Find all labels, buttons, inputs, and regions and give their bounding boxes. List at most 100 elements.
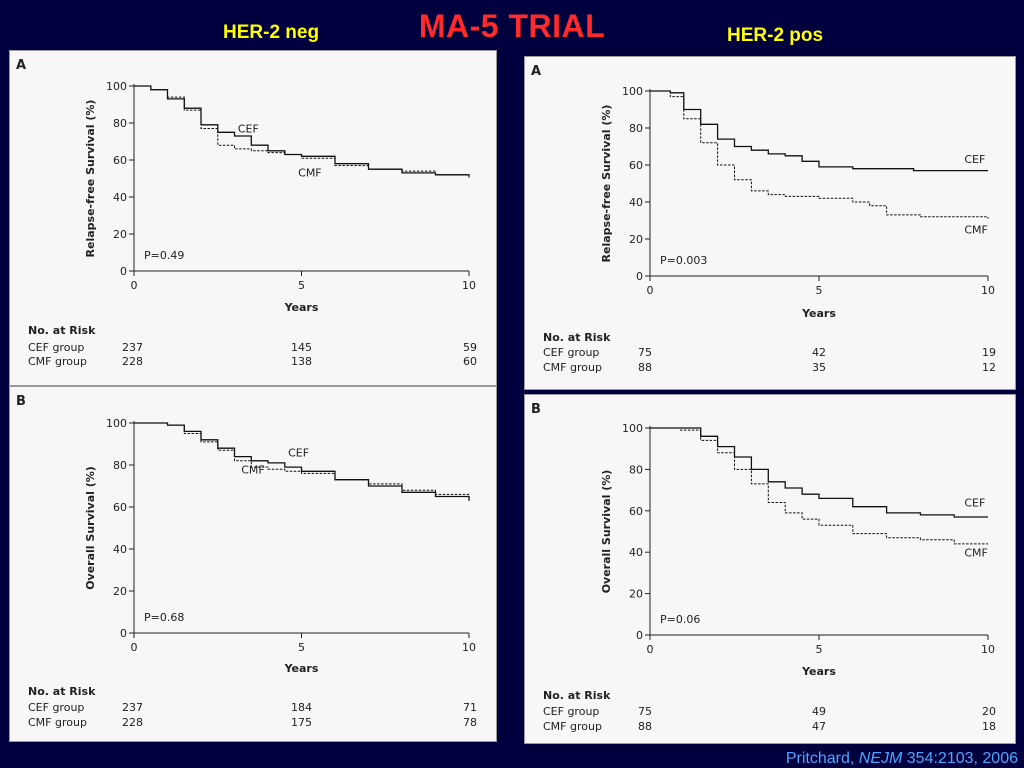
- p-value: P=0.06: [660, 613, 700, 626]
- risk-table-row-label: CEF group: [28, 341, 84, 354]
- panel-letter: A: [16, 58, 26, 73]
- curve-label-cef: CEF: [288, 447, 309, 460]
- citation-ref: 354:2103, 2006: [906, 750, 1018, 767]
- risk-table-row-label: CEF group: [543, 705, 599, 718]
- x-tick-label: 0: [647, 284, 654, 297]
- risk-table-value: 78: [463, 716, 477, 729]
- panel-letter: B: [531, 402, 541, 417]
- x-tick-label: 10: [462, 279, 476, 292]
- risk-table-row-label: CEF group: [543, 346, 599, 359]
- risk-table-value: 88: [638, 361, 652, 374]
- series-line-cef: [134, 85, 470, 177]
- y-tick-label: 80: [113, 459, 127, 472]
- series-line-cef: [650, 427, 988, 518]
- y-tick-label: 100: [622, 422, 643, 435]
- risk-table-value: 18: [982, 720, 996, 733]
- risk-table-value: 88: [638, 720, 652, 733]
- x-axis-title: Years: [801, 665, 836, 678]
- curve-label-cef: CEF: [964, 153, 985, 166]
- x-tick-label: 0: [131, 279, 138, 292]
- risk-table-row-label: CMF group: [543, 361, 602, 374]
- x-tick-label: 10: [462, 641, 476, 654]
- curve-label-cmf: CMF: [964, 546, 988, 559]
- x-axis-title: Years: [284, 662, 319, 675]
- risk-table-heading: No. at Risk: [28, 324, 96, 337]
- x-tick-label: 10: [981, 643, 995, 656]
- risk-table-value: 47: [812, 720, 826, 733]
- y-tick-label: 100: [106, 417, 127, 430]
- citation-journal: NEJM: [858, 750, 903, 767]
- curve-label-cmf: CMF: [964, 223, 988, 236]
- risk-table-value: 19: [982, 346, 996, 359]
- x-tick-label: 5: [816, 643, 823, 656]
- y-tick-label: 100: [106, 80, 127, 93]
- risk-table-value: 71: [463, 701, 477, 714]
- risk-table-heading: No. at Risk: [543, 331, 611, 344]
- risk-table-value: 60: [463, 355, 477, 368]
- y-tick-label: 60: [113, 501, 127, 514]
- her2-neg-label: HER-2 neg: [223, 22, 320, 43]
- series-line-cmf: [650, 427, 988, 545]
- risk-table-value: 145: [291, 341, 312, 354]
- risk-table-value: 184: [291, 701, 312, 714]
- risk-table-value: 75: [638, 346, 652, 359]
- y-tick-label: 20: [113, 228, 127, 241]
- y-tick-label: 20: [113, 585, 127, 598]
- risk-table-value: 75: [638, 705, 652, 718]
- p-value: P=0.68: [144, 611, 184, 624]
- risk-table-value: 175: [291, 716, 312, 729]
- y-tick-label: 80: [629, 463, 643, 476]
- y-tick-label: 40: [113, 543, 127, 556]
- panel-her2-neg-overall: B 0 20 40 60 80 100 0 5 10 Overall Survival (%) Yea…: [9, 386, 497, 742]
- y-axis-title: Relapse-free Survival (%): [84, 100, 97, 258]
- y-tick-label: 40: [629, 196, 643, 209]
- y-tick-label: 80: [629, 122, 643, 135]
- x-tick-label: 0: [647, 643, 654, 656]
- y-tick-label: 0: [120, 627, 127, 640]
- slide-title: MA-5 TRIAL: [418, 8, 606, 44]
- risk-table-value: 12: [982, 361, 996, 374]
- x-tick-label: 0: [131, 641, 138, 654]
- y-axis-title: Relapse-free Survival (%): [600, 105, 613, 263]
- risk-table-value: 138: [291, 355, 312, 368]
- risk-table-value: 59: [463, 341, 477, 354]
- x-tick-label: 5: [298, 641, 305, 654]
- x-tick-label: 10: [981, 284, 995, 297]
- risk-table-value: 228: [122, 355, 143, 368]
- y-tick-label: 0: [636, 629, 643, 642]
- series-line-cmf: [650, 90, 989, 219]
- curve-label-cef: CEF: [964, 497, 985, 510]
- curve-label-cef: CEF: [238, 122, 259, 135]
- y-tick-label: 20: [629, 588, 643, 601]
- y-tick-label: 60: [113, 154, 127, 167]
- y-tick-label: 60: [629, 159, 643, 172]
- chart-her2-neg-relapse: A 0 20 40 60 80 100 0 5 10 Relapse-free Survival (…: [16, 58, 477, 368]
- risk-table-value: 35: [812, 361, 826, 374]
- x-axis-title: Years: [801, 307, 836, 320]
- panel-letter: A: [531, 64, 541, 79]
- series-line-cmf: [134, 85, 470, 179]
- p-value: P=0.49: [144, 249, 184, 262]
- series-line-cef: [134, 422, 470, 501]
- y-axis-title: Overall Survival (%): [84, 466, 97, 590]
- y-tick-label: 0: [120, 265, 127, 278]
- curve-label-cmf: CMF: [241, 463, 265, 476]
- x-tick-label: 5: [816, 284, 823, 297]
- y-tick-label: 20: [629, 233, 643, 246]
- y-tick-label: 100: [622, 85, 643, 98]
- curve-label-cmf: CMF: [298, 167, 322, 180]
- y-axis-title: Overall Survival (%): [600, 470, 613, 594]
- series-line-cmf: [134, 422, 470, 497]
- risk-table-row-label: CMF group: [28, 716, 87, 729]
- y-tick-label: 80: [113, 117, 127, 130]
- risk-table-value: 237: [122, 701, 143, 714]
- panel-her2-pos-overall: B 0 20 40 60 80 100 0 5 10 Overall Survival (%) Yea…: [524, 394, 1016, 744]
- risk-table-row-label: CMF group: [543, 720, 602, 733]
- citation-authors: Pritchard,: [785, 750, 855, 767]
- y-tick-label: 40: [629, 546, 643, 559]
- chart-her2-pos-overall: B 0 20 40 60 80 100 0 5 10 Overall Survival (%) Yea…: [531, 402, 996, 733]
- risk-table-heading: No. at Risk: [543, 689, 611, 702]
- risk-table-row-label: CEF group: [28, 701, 84, 714]
- citation: Pritchard, NEJM 354:2103, 2006: [786, 750, 1018, 768]
- risk-table-value: 49: [812, 705, 826, 718]
